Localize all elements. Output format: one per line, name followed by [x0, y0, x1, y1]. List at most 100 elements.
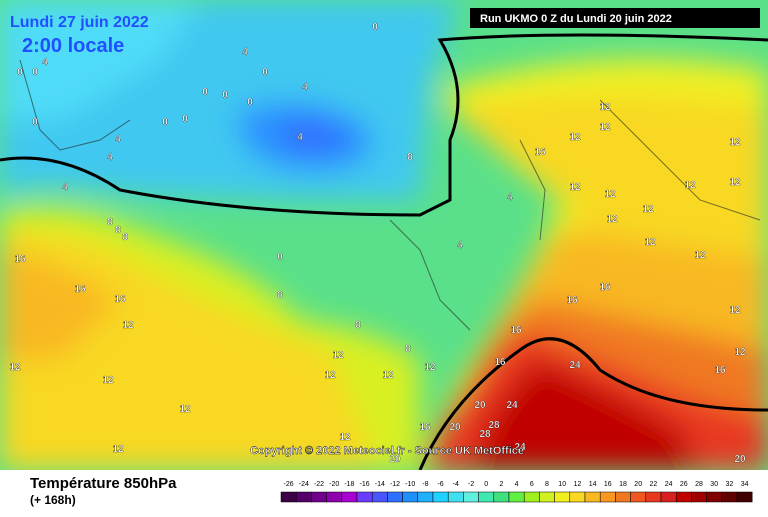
contour-label: 16	[534, 147, 546, 158]
legend-label: -8	[422, 481, 428, 488]
contour-label: 12	[729, 305, 741, 316]
legend-label: 32	[726, 481, 734, 488]
legend-swatch	[660, 491, 677, 503]
contour-label: 4	[107, 152, 113, 163]
contour-label: 24	[514, 442, 526, 453]
contour-label: 12	[424, 362, 436, 373]
legend-swatch	[478, 491, 495, 503]
contour-label: 12	[122, 320, 134, 331]
legend-swatch	[341, 491, 358, 503]
contour-label: 16	[714, 365, 726, 376]
contour-label: 0	[247, 97, 253, 108]
legend-swatch	[508, 491, 525, 503]
legend-swatch	[447, 491, 464, 503]
legend-label: 14	[589, 481, 597, 488]
legend-swatch	[691, 491, 707, 503]
legend-label: 8	[545, 481, 549, 488]
contour-label: 0	[182, 114, 188, 125]
legend-swatch	[356, 491, 373, 503]
legend-label: -14	[375, 481, 385, 488]
contour-label: 0	[17, 67, 23, 78]
contour-label: 4	[302, 82, 308, 93]
contour-label: 8	[107, 217, 113, 228]
legend-label: -2	[468, 481, 474, 488]
legend-label: 28	[695, 481, 703, 488]
legend-swatch	[645, 491, 662, 503]
contour-label: 4	[457, 240, 463, 251]
contour-label: 4	[242, 47, 248, 58]
contour-label: 12	[606, 214, 618, 225]
contour-label: 12	[729, 137, 741, 148]
contour-label: 12	[642, 204, 654, 215]
legend-swatch	[493, 491, 510, 503]
contour-label: 12	[179, 404, 191, 415]
contour-label: 8	[405, 344, 411, 355]
legend-label: -6	[437, 481, 443, 488]
legend-label: 22	[650, 481, 658, 488]
legend-label: 10	[558, 481, 566, 488]
legend: -26 -24 -22 -20 -18 -16 -14 -12 -10 -8 -6 -4 -2 0 2 4 6 8…	[280, 481, 753, 503]
contour-label: 12	[684, 180, 696, 191]
legend-label: 26	[680, 481, 688, 488]
contour-label: 12	[694, 250, 706, 261]
contour-label: 8	[277, 290, 283, 301]
legend-label: 16	[604, 481, 612, 488]
legend-swatch	[630, 491, 647, 503]
legend-label: 30	[710, 481, 718, 488]
contour-label: 4	[297, 132, 303, 143]
contour-label: 16	[114, 294, 126, 305]
footer-title: Température 850hPa	[30, 475, 177, 492]
contour-label: 12	[734, 347, 746, 358]
contour-label: 0	[262, 67, 268, 78]
contour-label: 24	[506, 400, 518, 411]
footer-lead: (+ 168h)	[30, 493, 76, 507]
contour-label: 12	[339, 432, 351, 443]
legend-swatch	[584, 491, 601, 503]
legend-swatch	[371, 491, 388, 503]
legend-label: 4	[515, 481, 519, 488]
contour-label: 12	[729, 177, 741, 188]
legend-swatch	[706, 491, 723, 503]
contour-label: 4	[115, 134, 121, 145]
contour-label: 20	[734, 454, 746, 465]
contour-label: 20	[449, 422, 461, 433]
run-info: Run UKMO 0 Z du Lundi 20 juin 2022	[480, 13, 672, 25]
temperature-field	[0, 0, 768, 471]
legend-swatch	[721, 491, 738, 503]
contour-label: 0	[32, 117, 38, 128]
contour-label: 8	[115, 225, 121, 236]
contour-label: 12	[599, 122, 611, 133]
contour-label: 0	[277, 252, 283, 263]
legend-swatch	[326, 491, 343, 503]
contour-label: 0	[162, 117, 168, 128]
contour-label: 0	[372, 22, 378, 33]
contour-label: 28	[479, 429, 491, 440]
legend-label: -12	[390, 481, 400, 488]
legend-swatch	[295, 491, 312, 503]
legend-swatch	[599, 491, 616, 503]
legend-swatch	[463, 491, 479, 503]
contour-label: 12	[382, 370, 394, 381]
contour-label: 16	[494, 357, 506, 368]
contour-label: 8	[407, 152, 413, 163]
legend-swatch	[736, 491, 753, 503]
contour-label: 4	[42, 57, 48, 68]
contour-label: 16	[14, 254, 26, 265]
run-box	[470, 8, 760, 28]
contour-label: 24	[569, 360, 581, 371]
contour-label: 8	[355, 320, 361, 331]
legend-label: 6	[530, 481, 534, 488]
legend-label: -20	[329, 481, 339, 488]
legend-swatch	[569, 491, 586, 503]
contour-label: 12	[324, 370, 336, 381]
legend-label: 2	[499, 481, 503, 488]
legend-label: -22	[314, 481, 324, 488]
legend-label: 12	[574, 481, 582, 488]
legend-swatch	[311, 491, 327, 503]
legend-swatch	[539, 491, 555, 503]
time: 2:00 locale	[22, 35, 124, 57]
legend-swatch	[675, 491, 692, 503]
contour-label: 4	[507, 192, 513, 203]
